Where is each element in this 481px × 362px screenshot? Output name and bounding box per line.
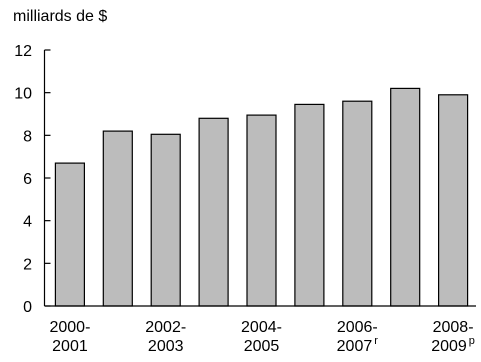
y-axis: 0 2 4 6 8 10 12 [14,43,51,316]
bar-2003-2004 [198,117,229,307]
y-tick-label-12: 12 [14,43,32,60]
y-tick-label-4: 4 [23,214,32,231]
x-tick-label-2008-2009: 2008-2009 p [431,319,475,355]
y-tick-label-2: 2 [23,256,32,273]
y-tick-label-10: 10 [14,86,32,103]
bar-2005-2006 [294,103,325,307]
x-tick-label-2006-2007: 2006-2007 r [337,319,379,355]
bar-2008-2009 [438,94,469,307]
bar-2006-2007 [342,100,373,307]
x-tick-label-2002-2003: 2002-2003 [145,319,186,355]
bar-2000-2001 [54,162,86,307]
bars-group [54,87,469,307]
bar-2001-2002 [102,130,133,307]
x-axis: 2000-2001 2002-2003 2004-2005 2006-2007 r 200… [44,305,476,355]
bar-2007-2008 [390,87,421,307]
x-tick-label-2000-2001: 2000-2001 [49,319,90,355]
y-tick-label-6: 6 [23,171,32,188]
x-tick-label-2004-2005: 2004-2005 [241,319,282,355]
y-tick-label-0: 0 [23,299,32,316]
y-axis-title: milliards de $ [13,8,107,25]
bar-2004-2005 [246,114,277,307]
bar-2002-2003 [150,133,181,307]
y-tick-label-8: 8 [23,128,32,145]
